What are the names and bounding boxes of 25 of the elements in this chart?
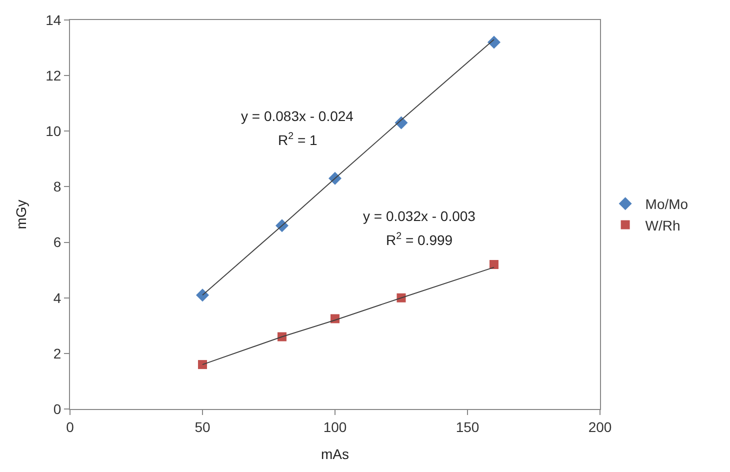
annotation: R$^{2}$ = 1 [278,131,318,148]
y-tick-label: 10 [46,123,62,140]
y-tick-label: 2 [53,345,62,362]
point [198,360,207,370]
y-tick-label: 14 [46,12,62,28]
x-tick-label: 150 [456,418,480,435]
y-axis-title: mGy [13,200,30,230]
x-tick-label: 100 [323,418,347,435]
annotation: y = 0.083x - 0.024 [241,108,354,124]
annotation: y = 0.032x - 0.003 [363,208,476,224]
y-tick-label: 8 [53,178,62,195]
x-tick-label: 200 [588,418,612,435]
point [488,36,500,49]
annotation: R$^{2}$ = 0.999 [386,231,453,248]
y-tick-label: 4 [53,290,62,306]
y-tick-label: 12 [46,67,62,84]
legend-label: Mo/Mo [645,196,688,212]
x-tick-label: 0 [66,418,74,435]
x-tick-label: 50 [194,418,210,435]
legend-label: W/Rh [645,217,680,234]
y-tick-label: 6 [53,234,62,250]
y-tick-label: 0 [53,400,62,417]
point [196,288,209,302]
x-axis-title: mAs [321,446,349,462]
point [490,260,498,270]
